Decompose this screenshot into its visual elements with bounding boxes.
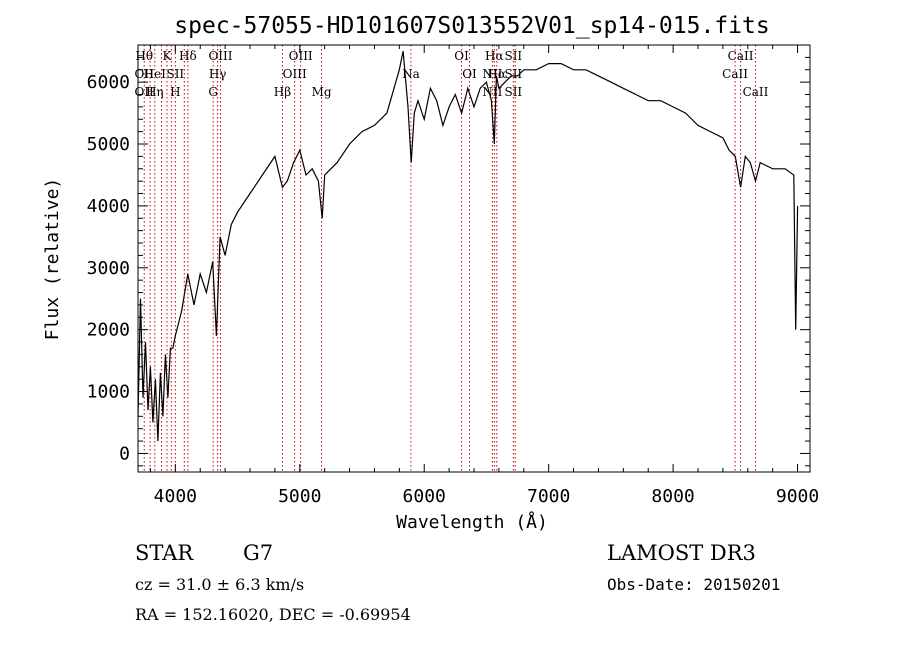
spectral-line-label: Hα <box>487 67 506 81</box>
spectral-line-label: Hγ <box>209 67 227 81</box>
spectral-line-label: Hδ <box>179 49 197 63</box>
observation-date: Obs-Date: 20150201 <box>607 575 780 594</box>
spectral-line-labels: HθOIIOIIHeIHηKSIIHHδGHγOIIIHβOIIIOIIIMgN… <box>135 49 769 99</box>
spectral-line-label: SII <box>504 49 522 63</box>
x-tick-label: 6000 <box>403 486 446 507</box>
spectral-line-label: OI <box>462 67 477 81</box>
y-tick-label: 2000 <box>87 320 130 341</box>
x-axis-label: Wavelength (Å) <box>396 511 548 533</box>
x-tick-label: 8000 <box>651 486 694 507</box>
spectral-line-label: OIII <box>283 67 307 81</box>
spectral-line-label: G <box>208 85 218 99</box>
ra-dec-coordinates: RA = 152.16020, DEC = -0.69954 <box>135 605 411 624</box>
spectral-line-label: H <box>170 85 180 99</box>
object-subclass: G7 <box>243 541 273 565</box>
spectral-line-label: Hη <box>146 85 164 99</box>
spectral-line-label: CaII <box>743 85 769 99</box>
y-tick-label: 4000 <box>87 196 130 217</box>
y-tick-label: 6000 <box>87 72 130 93</box>
spectral-line-label: SII <box>504 85 522 99</box>
spectral-line-label: NII <box>482 85 502 99</box>
redshift-cz: cz = 31.0 ± 6.3 km/s <box>135 575 304 594</box>
spectral-line-label: CaII <box>722 67 748 81</box>
spectral-line-label: Hθ <box>135 49 153 63</box>
spectral-line-label: Hβ <box>274 85 291 99</box>
plot-frame <box>137 44 811 473</box>
x-axis-ticks: 4000 5000 6000 7000 8000 9000 <box>149 45 819 507</box>
spectral-line-markers <box>143 45 756 472</box>
chart-title: spec-57055-HD101607S013552V01_sp14-015.f… <box>174 13 769 39</box>
spectral-line-label: OI <box>454 49 469 63</box>
survey-name: LAMOST DR3 <box>607 541 756 565</box>
x-tick-label: 4000 <box>154 486 197 507</box>
spectral-line-label: HeI <box>144 67 167 81</box>
y-tick-label: 3000 <box>87 258 130 279</box>
y-tick-label: 1000 <box>87 382 130 403</box>
spectral-line-label: OII <box>135 67 155 81</box>
spectral-line-label: NII <box>482 67 502 81</box>
spectral-line-label: Mg <box>312 85 332 99</box>
spectral-line-label: OIII <box>208 49 232 63</box>
spectral-line-label: Na <box>402 67 420 81</box>
x-tick-label: 5000 <box>278 486 321 507</box>
spectral-line-label: SII <box>166 67 184 81</box>
spectral-line-label: K <box>163 49 173 63</box>
y-tick-label: 5000 <box>87 134 130 155</box>
y-axis-ticks: 0 1000 2000 3000 4000 5000 6000 <box>87 56 810 467</box>
x-tick-label: 7000 <box>527 486 570 507</box>
spectral-line-label: CaII <box>728 49 754 63</box>
x-tick-label: 9000 <box>776 486 819 507</box>
y-tick-label: 0 <box>119 443 130 464</box>
spectral-line-label: Hα <box>485 49 504 63</box>
spectral-line-label: OII <box>135 85 155 99</box>
object-class: STAR <box>135 541 194 565</box>
flux-series-line <box>137 51 799 442</box>
spectral-line-label: OIII <box>289 49 313 63</box>
y-axis-label: Flux (relative) <box>42 178 63 341</box>
